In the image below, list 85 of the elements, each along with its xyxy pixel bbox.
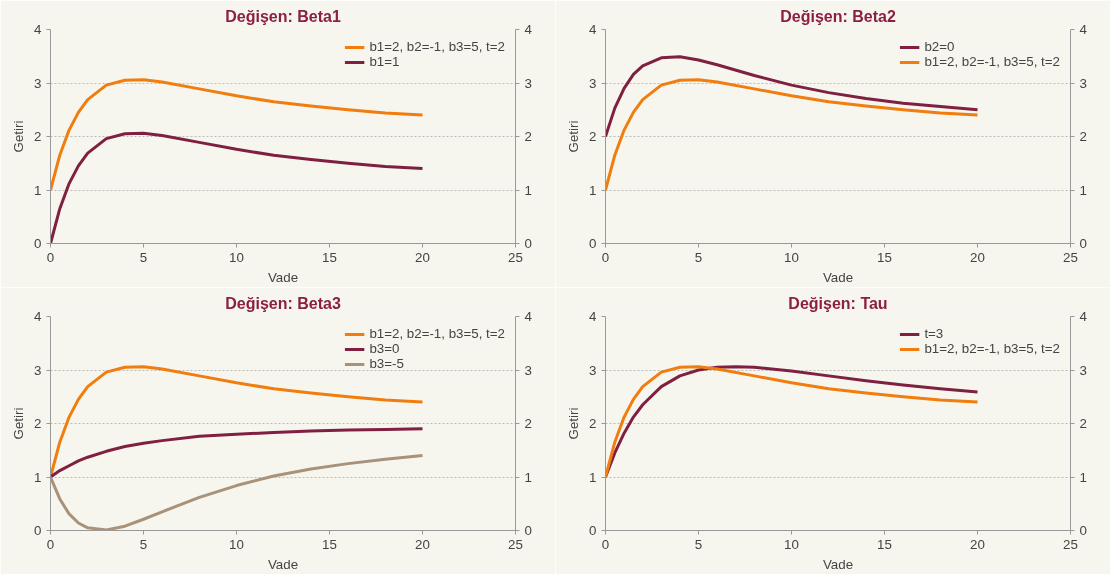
y2-tick-label: 4: [524, 22, 533, 37]
y-tick-label: 4: [34, 309, 43, 324]
y-tick-label: 1: [34, 469, 42, 485]
y-tick-label: 4: [34, 22, 43, 37]
legend-label: t=3: [924, 326, 945, 341]
x-tick-label: 10: [784, 536, 799, 552]
y2-tick-label: 4: [1079, 22, 1088, 37]
x-tick-label: 15: [877, 249, 892, 265]
x-tick-label: 20: [415, 249, 430, 265]
y-axis-title: Getiri: [11, 120, 27, 153]
legend-label: b1=2, b2=-1, b3=5, t=2: [924, 341, 1060, 356]
x-tick-label: 15: [322, 536, 337, 552]
y-tick-label: 1: [589, 469, 597, 485]
y-tick-label: 3: [34, 75, 42, 91]
legend-label: b3=0: [369, 341, 400, 356]
y2-tick-label: 0: [524, 523, 532, 538]
y2-tick-label: 1: [1079, 182, 1087, 198]
x-axis-title: Vade: [267, 269, 299, 285]
y-tick-label: 0: [589, 523, 597, 538]
y2-tick-label: 3: [1079, 75, 1087, 91]
x-tick-label: 20: [415, 536, 430, 552]
y2-tick-label: 1: [1079, 469, 1087, 485]
x-tick-label: 10: [229, 249, 244, 265]
x-axis-title: Vade: [822, 269, 854, 285]
y-axis-title: Getiri: [566, 120, 582, 153]
x-tick-label: 5: [139, 249, 148, 265]
legend-label: b1=2, b2=-1, b3=5, t=2: [369, 326, 505, 341]
x-tick-label: 5: [694, 249, 703, 265]
y-tick-label: 2: [589, 129, 597, 144]
x-tick-label: 5: [139, 536, 148, 552]
x-tick-label: 15: [877, 536, 892, 552]
x-tick-label: 0: [46, 249, 55, 265]
x-tick-label: 25: [508, 536, 523, 552]
y2-tick-label: 0: [1079, 236, 1087, 251]
y-tick-label: 3: [589, 75, 597, 91]
y-tick-label: 2: [34, 416, 42, 431]
legend-label: b1=2, b2=-1, b3=5, t=2: [924, 54, 1060, 69]
y2-tick-label: 1: [524, 469, 532, 485]
y-tick-label: 0: [34, 236, 42, 251]
y2-tick-label: 2: [1079, 129, 1087, 144]
x-tick-label: 0: [46, 536, 55, 552]
legend-label: b3=-5: [369, 356, 404, 371]
y-axis-title: Getiri: [566, 407, 582, 440]
y2-tick-label: 4: [1079, 309, 1088, 324]
y2-tick-label: 0: [1079, 523, 1087, 538]
y-axis-title: Getiri: [11, 407, 27, 440]
chart-title: Değişen: Tau: [788, 294, 888, 312]
x-tick-label: 0: [601, 536, 610, 552]
x-tick-label: 0: [601, 249, 610, 265]
y2-tick-label: 0: [524, 236, 532, 251]
y2-tick-label: 1: [524, 182, 532, 198]
y-tick-label: 1: [589, 182, 597, 198]
y-tick-label: 4: [589, 22, 598, 37]
x-tick-label: 25: [1063, 536, 1078, 552]
x-tick-label: 20: [970, 249, 985, 265]
legend-label: b2=0: [924, 39, 955, 54]
y2-tick-label: 2: [524, 129, 532, 144]
x-tick-label: 25: [1063, 249, 1078, 265]
y2-tick-label: 2: [1079, 416, 1087, 431]
x-tick-label: 5: [694, 536, 703, 552]
x-tick-label: 10: [229, 536, 244, 552]
y-tick-label: 2: [589, 416, 597, 431]
x-axis-title: Vade: [822, 556, 854, 572]
y-tick-label: 3: [34, 362, 42, 378]
y2-tick-label: 3: [524, 75, 532, 91]
y2-tick-label: 2: [524, 416, 532, 431]
y-tick-label: 3: [589, 362, 597, 378]
chart-title: Değişen: Beta1: [225, 7, 341, 25]
legend-label: b1=2, b2=-1, b3=5, t=2: [369, 39, 505, 54]
x-tick-label: 15: [322, 249, 337, 265]
y2-tick-label: 3: [1079, 362, 1087, 378]
y-tick-label: 4: [589, 309, 598, 324]
chart-title: Değişen: Beta2: [780, 7, 896, 25]
x-axis-title: Vade: [267, 556, 299, 572]
y-tick-label: 2: [34, 129, 42, 144]
x-tick-label: 25: [508, 249, 523, 265]
y2-tick-label: 4: [524, 309, 533, 324]
y-tick-label: 0: [589, 236, 597, 251]
y2-tick-label: 3: [524, 362, 532, 378]
y-tick-label: 0: [34, 523, 42, 538]
legend-label: b1=1: [369, 54, 400, 69]
x-tick-label: 20: [970, 536, 985, 552]
x-tick-label: 10: [784, 249, 799, 265]
y-tick-label: 1: [34, 182, 42, 198]
chart-title: Değişen: Beta3: [225, 294, 341, 312]
